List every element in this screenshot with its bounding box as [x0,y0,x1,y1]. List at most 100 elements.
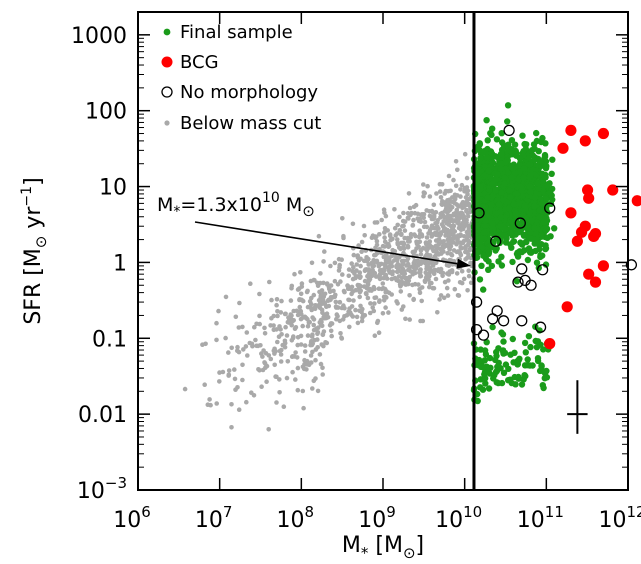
final-sample-point [483,339,490,346]
below-mass-cut-point [232,376,238,382]
final-sample-point [504,169,511,177]
below-mass-cut-point [214,337,219,343]
no-morphology-point [486,313,499,325]
final-sample-point [512,381,519,388]
final-sample-point [540,219,548,226]
below-mass-cut-point [307,319,313,325]
below-mass-cut-point [423,270,429,275]
below-mass-cut-point [357,275,363,281]
below-mass-cut-point [318,271,323,276]
below-mass-cut-point [457,250,463,256]
final-sample-point [504,102,512,109]
below-mass-cut-point [339,305,345,311]
below-mass-cut-point [229,345,234,351]
final-sample-point [521,247,528,254]
below-mass-cut-point [382,230,387,235]
final-sample-point [482,217,489,224]
below-mass-cut-point [370,305,376,310]
below-mass-cut-point [316,233,322,239]
below-mass-cut-point [397,214,402,220]
below-mass-cut-point [226,368,232,373]
below-mass-cut-point [462,223,468,229]
below-mass-cut-point [423,253,428,259]
final-sample-point [518,240,525,247]
below-mass-cut-point [433,276,439,282]
below-mass-cut-point [396,274,402,279]
final-sample-point [551,225,558,232]
below-mass-cut-point [405,235,411,241]
below-mass-cut-point [357,270,363,275]
below-mass-cut-point [333,299,339,305]
below-mass-cut-point [223,335,228,341]
final-sample-point [499,348,507,355]
below-mass-cut-point [286,315,291,320]
below-mass-cut-point [417,234,422,240]
below-mass-cut-point [445,208,451,213]
y-tick-label: 10 [99,176,127,201]
below-mass-cut-point [444,204,449,209]
final-sample-points [470,102,558,405]
below-mass-cut-point [373,235,378,241]
below-mass-cut-point [244,399,249,405]
final-sample-point [497,150,505,158]
final-sample-point [524,225,531,232]
below-mass-cut-point [355,320,361,326]
below-mass-cut-point [353,287,359,293]
below-mass-cut-point [451,177,456,183]
below-mass-cut-point [366,276,372,282]
below-mass-cut-point [289,283,295,289]
final-sample-point [542,195,549,202]
below-mass-cut-point [460,240,466,245]
below-mass-cut-point [293,377,298,382]
below-mass-cut-point [430,246,435,252]
final-sample-point [506,187,513,194]
below-mass-cut-point [397,227,403,233]
below-mass-cut-point [407,205,413,211]
bcg-point [565,207,577,219]
below-mass-cut-point [464,175,470,181]
below-mass-cut-point [310,315,315,320]
below-mass-cut-point [409,210,414,216]
below-mass-cut-point [447,231,453,237]
final-sample-point [498,160,505,167]
below-mass-cut-point [278,327,283,332]
below-mass-cut-point [417,267,423,273]
below-mass-cut-point [445,250,450,256]
below-mass-cut-point [451,248,457,253]
final-sample-point [513,278,521,285]
below-mass-cut-point [276,334,282,340]
final-sample-point [495,345,502,352]
bcg-points [544,124,641,350]
final-sample-point [549,185,556,193]
final-sample-point [497,165,504,173]
final-sample-point [521,362,529,369]
final-sample-point [527,343,534,351]
final-sample-point [476,191,483,198]
below-mass-cut-point [412,210,418,216]
below-mass-cut-point [381,254,387,260]
below-mass-cut-point [377,272,383,277]
below-mass-cut-point [359,239,365,245]
below-mass-cut-point [426,231,431,236]
final-sample-point [521,202,528,209]
below-mass-cut-point [427,281,433,286]
below-mass-cut-point [426,277,431,282]
below-mass-cut-point [452,286,458,292]
below-mass-cut-point [399,269,404,275]
below-mass-cut-point [333,304,339,309]
below-mass-cut-point [339,335,344,341]
below-mass-cut-point [374,220,380,225]
below-mass-cut-point [366,262,372,267]
below-mass-cut-point [274,297,280,302]
bcg-point [565,124,577,136]
below-mass-cut-point [392,225,398,231]
final-sample-point [544,234,551,241]
no-morphology-point [497,315,510,327]
below-mass-cut-point [341,288,347,294]
below-mass-cut-point [347,324,352,330]
below-mass-cut-point [399,258,405,264]
below-mass-cut-point [465,288,470,293]
final-sample-point [542,227,550,234]
below-mass-cut-point [331,288,336,294]
final-sample-point [549,156,556,163]
